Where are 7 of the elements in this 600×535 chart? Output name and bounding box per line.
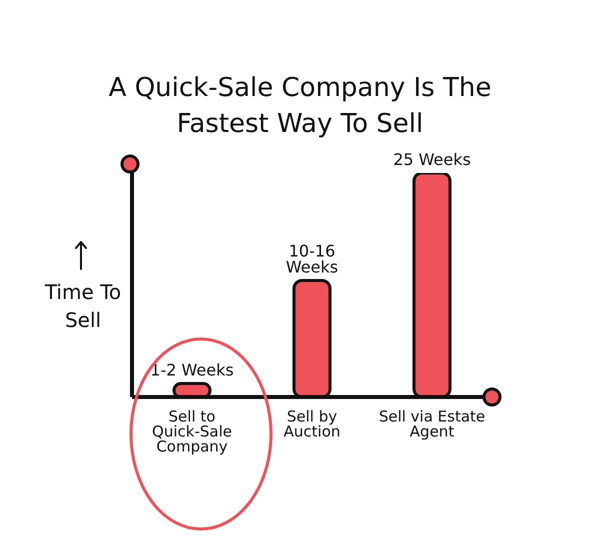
data-label: 10-16 Weeks (286, 242, 338, 277)
data-label: 25 Weeks (393, 150, 471, 169)
x-tick-label: Sell by Auction (284, 408, 340, 441)
y-axis-title: Time To Sell (44, 279, 122, 334)
x-tick-label: Sell via Estate Agent (378, 408, 486, 441)
x-tick-label: Sell to Quick-Sale Company (152, 408, 232, 456)
chart-title: A Quick-Sale Company Is The Fastest Way To Sell (108, 72, 492, 141)
